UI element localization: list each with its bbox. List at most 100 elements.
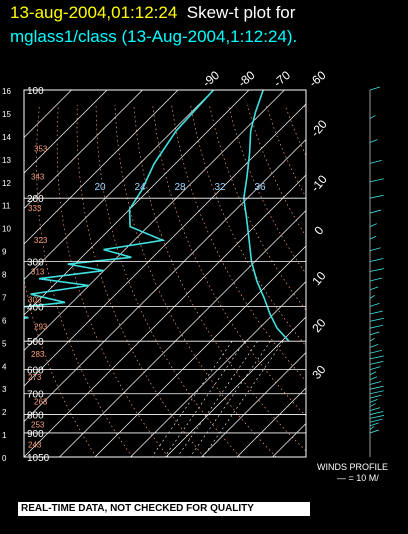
wind-barb <box>369 286 379 291</box>
height-tick-label: 8 <box>2 271 7 280</box>
isotherm-line <box>24 90 143 209</box>
title-time: 13-aug-2004,01:12:24 <box>10 3 178 22</box>
wind-barb <box>369 331 380 336</box>
wind-barb <box>369 268 384 272</box>
wind-barb <box>369 343 379 348</box>
dewpoint-profile <box>24 90 215 319</box>
isotherm-line <box>272 423 306 457</box>
wind-barb <box>369 429 379 434</box>
dry-adiabat <box>360 105 408 457</box>
wind-barb <box>369 376 378 381</box>
wind-barb <box>369 302 380 307</box>
dry-adiabat <box>284 104 306 157</box>
adiabat-label: 353 <box>34 144 48 153</box>
isotherm-line <box>24 90 285 351</box>
wind-barb <box>369 407 381 411</box>
wind-barb <box>369 371 377 376</box>
wind-barb <box>369 418 383 423</box>
height-tick-label: 10 <box>2 225 11 234</box>
adiabat-label: 333 <box>28 204 42 213</box>
wind-barb <box>369 86 381 91</box>
wind-barb <box>369 295 375 299</box>
wind-barb <box>369 355 384 360</box>
wind-barb <box>369 178 384 183</box>
dry-adiabat <box>208 104 306 311</box>
height-tick-label: 2 <box>2 408 7 417</box>
wind-barb <box>369 247 381 252</box>
temperature-tick-right: -10 <box>308 172 330 195</box>
pressure-tick-label: 1050 <box>27 453 50 464</box>
wind-barb <box>369 411 384 415</box>
wind-barb <box>369 209 382 214</box>
isotherm-line <box>24 90 108 174</box>
pressure-tick-label: 500 <box>27 337 44 348</box>
dry-adiabat <box>56 104 169 457</box>
temperature-tick-right: 30 <box>309 362 329 381</box>
adiabat-label: 343 <box>31 173 45 182</box>
wind-barb <box>369 159 382 164</box>
mixing-ratio-label: 28 <box>174 182 186 193</box>
wind-barb <box>369 385 384 390</box>
height-tick-label: 15 <box>2 110 11 119</box>
wind-barb <box>369 426 375 430</box>
pressure-tick-label: 300 <box>27 257 44 268</box>
isotherm-line <box>24 90 250 316</box>
temperature-tick-top: -70 <box>271 68 294 90</box>
adiabat-label: 293 <box>34 323 48 332</box>
temperature-tick-top: -80 <box>235 68 258 90</box>
temperature-tick-right: 20 <box>309 316 329 335</box>
wind-barb <box>369 258 384 262</box>
wind-barb <box>369 337 375 342</box>
height-tick-label: 5 <box>2 339 7 348</box>
adiabat-label: 323 <box>34 236 48 245</box>
winds-profile-label: WINDS PROFILE <box>317 462 389 472</box>
wind-barb <box>369 317 385 322</box>
height-tick-label: 0 <box>2 454 7 463</box>
mixing-ratio-line <box>202 341 284 457</box>
isotherm-line <box>165 316 306 457</box>
mixing-ratio-label: 24 <box>134 182 146 193</box>
height-tick-label: 11 <box>2 202 11 211</box>
adiabat-label: 243 <box>28 440 42 449</box>
wind-barb <box>369 277 383 282</box>
mixing-ratio-line <box>189 341 271 457</box>
dry-adiabat <box>190 104 306 347</box>
height-tick-label: 6 <box>2 316 7 325</box>
adiabat-label: 303 <box>28 295 42 304</box>
temperature-tick-right: 10 <box>309 269 329 288</box>
isotherm-line <box>24 90 179 245</box>
wind-barb <box>369 394 382 399</box>
pressure-tick-label: 200 <box>27 194 44 205</box>
temperature-tick-right: -20 <box>308 117 330 140</box>
isotherm-line <box>94 245 306 457</box>
wind-barb <box>369 399 378 403</box>
height-tick-label: 4 <box>2 362 7 371</box>
wind-barb <box>369 235 377 240</box>
chart-title-line1: 13-aug-2004,01:12:24 Skew-t plot for <box>10 3 295 23</box>
pressure-tick-label: 800 <box>27 411 44 422</box>
temperature-tick-top: -90 <box>200 68 223 90</box>
dry-adiabat <box>76 104 205 457</box>
wind-barb <box>369 194 384 199</box>
height-tick-label: 13 <box>2 156 11 165</box>
wind-barb <box>369 381 382 385</box>
height-tick-label: 9 <box>2 248 7 257</box>
wind-barb <box>369 223 377 228</box>
height-tick-label: 16 <box>2 87 11 96</box>
adiabat-label: 313 <box>31 267 45 276</box>
plot-area <box>24 90 408 457</box>
dry-adiabat <box>323 105 408 457</box>
chart-title-line2: mglass1/class (13-Aug-2004,1:12:24). <box>10 27 298 46</box>
wind-barb <box>369 366 381 371</box>
height-tick-label: 3 <box>2 385 7 394</box>
winds-scale-label: — = 10 M/ <box>337 473 379 483</box>
wind-barb <box>369 403 376 407</box>
adiabat-label: 263 <box>34 398 48 407</box>
quality-banner: REAL-TIME DATA, NOT CHECKED FOR QUALITY <box>18 502 310 516</box>
isotherm-line <box>24 139 306 422</box>
pressure-tick-label: 700 <box>27 390 44 401</box>
temperature-tick-right: 0 <box>311 223 326 237</box>
plot-frame <box>23 89 307 458</box>
temperature-tick-top: -60 <box>306 68 329 90</box>
